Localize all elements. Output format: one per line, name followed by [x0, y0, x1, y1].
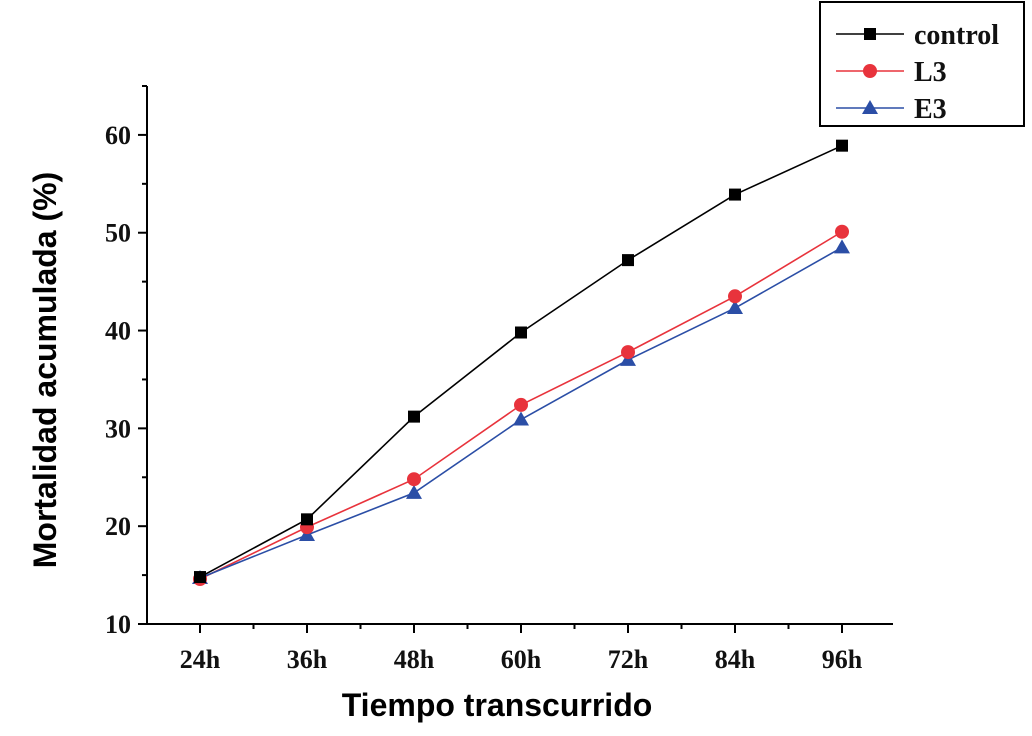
legend-item-e3: E3 — [836, 94, 947, 125]
data-point-l3 — [728, 289, 742, 304]
series-line-control — [199, 144, 843, 578]
legend-marker — [864, 28, 876, 40]
data-point-control — [194, 571, 206, 584]
legend-item-control: control — [836, 20, 999, 51]
data-point-l3 — [621, 345, 635, 360]
y-tick-label: 30 — [105, 414, 131, 443]
data-point-control — [622, 254, 634, 267]
data-point-control — [408, 410, 420, 423]
data-point-e3 — [834, 239, 850, 254]
y-axis-title: Mortalidad acumulada (%) — [27, 172, 63, 569]
data-point-e3 — [727, 300, 743, 315]
legend-label: L3 — [914, 57, 947, 88]
y-tick-label: 40 — [105, 317, 131, 346]
legend-label: control — [914, 20, 999, 51]
x-tick-label: 72h — [608, 645, 649, 674]
legend-label: E3 — [914, 94, 947, 125]
markers-control — [194, 139, 848, 584]
data-point-control — [836, 139, 848, 152]
data-point-l3 — [835, 224, 849, 239]
x-tick-label: 96h — [822, 645, 863, 674]
axis-ticks: 10 20 30 40 50 60 24h 36h 48h 60h 72h 84h 96h — [105, 85, 863, 674]
x-tick-label: 24h — [180, 645, 221, 674]
legend-marker — [863, 64, 877, 78]
y-tick-label: 10 — [105, 610, 131, 639]
legend: control L3 E3 — [819, 1, 1025, 127]
data-point-control — [301, 513, 313, 526]
x-axis-title: Tiempo transcurrido — [342, 687, 653, 723]
series-control — [199, 144, 843, 578]
y-tick-label: 60 — [105, 121, 131, 150]
legend-marker — [862, 100, 878, 114]
y-tick-label: 20 — [105, 512, 131, 541]
data-point-e3 — [406, 484, 422, 499]
x-tick-label: 84h — [715, 645, 756, 674]
x-tick-label: 36h — [287, 645, 328, 674]
x-tick-label: 60h — [501, 645, 542, 674]
series-group — [192, 139, 850, 587]
y-tick-label: 50 — [105, 219, 131, 248]
legend-item-l3: L3 — [836, 57, 947, 88]
markers-l3 — [193, 224, 849, 587]
data-point-e3 — [513, 411, 529, 426]
x-tick-label: 48h — [394, 645, 435, 674]
data-point-control — [515, 326, 527, 339]
data-point-l3 — [407, 472, 421, 487]
axes — [146, 86, 893, 625]
data-point-l3 — [514, 397, 528, 412]
legend-box — [819, 1, 1025, 127]
data-point-control — [729, 188, 741, 201]
